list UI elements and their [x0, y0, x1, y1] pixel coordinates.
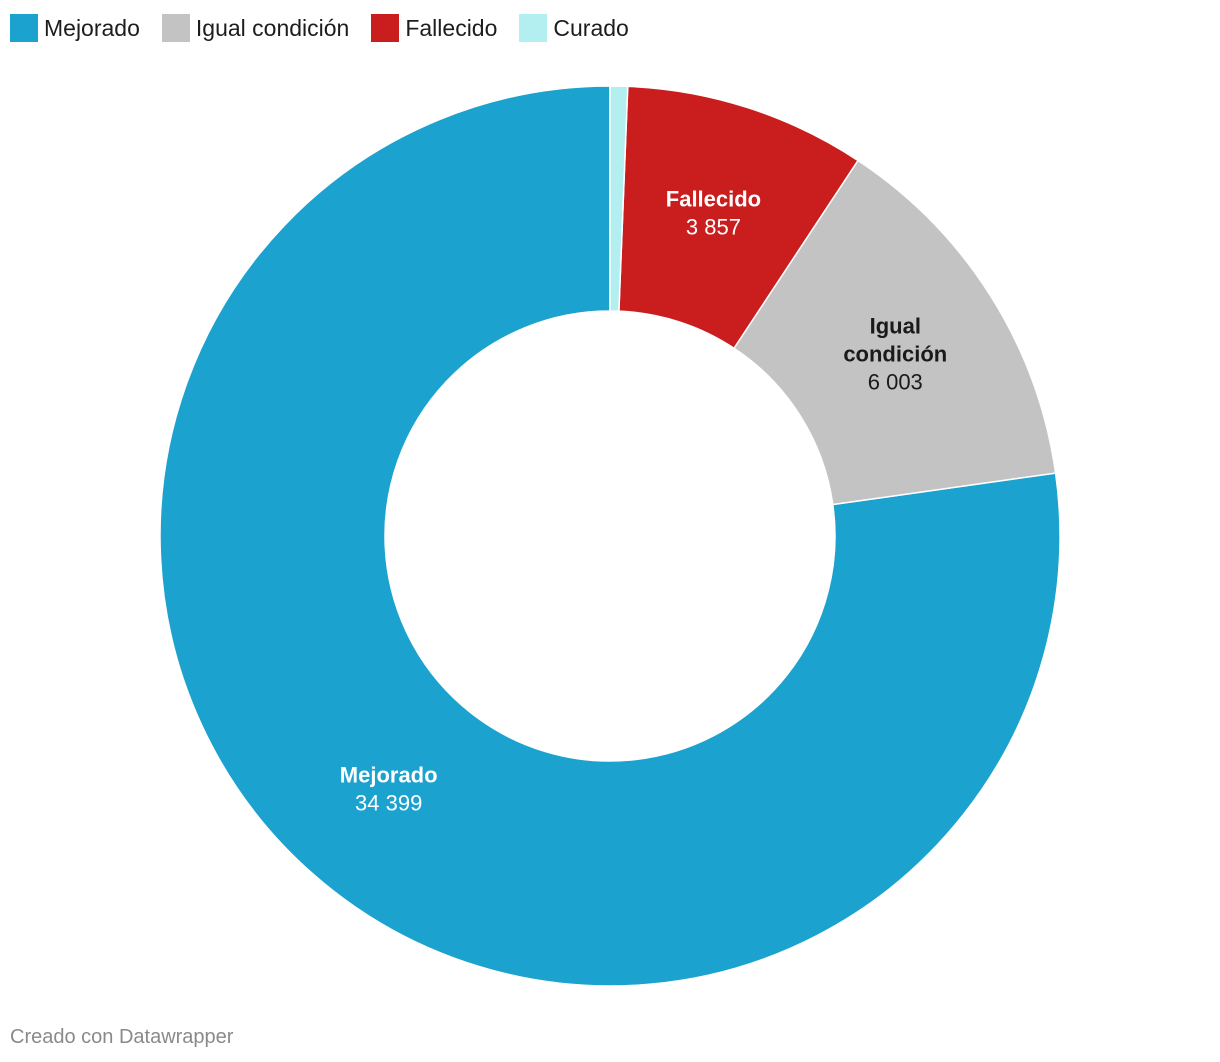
legend-label-curado: Curado	[553, 14, 629, 41]
legend-item-curado: Curado	[519, 14, 629, 42]
slice-value-mejorado: 34 399	[355, 791, 422, 816]
legend-swatch-mejorado	[10, 14, 38, 42]
legend-label-fallecido: Fallecido	[405, 14, 498, 41]
slice-curado	[609, 85, 629, 312]
slice-mejorado	[159, 85, 1061, 987]
slice-value-fallecido: 3 857	[686, 215, 741, 240]
footer-credit: Creado con Datawrapper	[10, 1026, 234, 1048]
legend-item-igual-condicion: Igual condición	[161, 14, 350, 42]
slice-igual-condicion	[732, 159, 1057, 506]
slice-label-name-fallecido: Fallecido	[666, 187, 761, 212]
slice-value-igual-condicion: 6 003	[868, 369, 923, 394]
slice-label-fallecido: Fallecido 3 857	[666, 187, 761, 240]
chart-legend: Mejorado Igual condición Fallecido Curad…	[10, 12, 651, 44]
legend-item-mejorado: Mejorado	[10, 14, 140, 42]
slice-label-igual-condicion: Igual condición 6 003	[843, 313, 947, 394]
slice-label-name-igual-condicion-1: condición	[843, 341, 947, 366]
legend-label-mejorado: Mejorado	[44, 14, 140, 41]
legend-item-fallecido: Fallecido	[371, 14, 497, 42]
legend-swatch-curado	[519, 14, 548, 42]
slice-label-mejorado: Mejorado 34 399	[340, 763, 438, 816]
slice-label-name-igual-condicion-0: Igual	[870, 313, 921, 338]
legend-swatch-fallecido	[371, 14, 400, 42]
legend-label-igual-condicion: Igual condición	[195, 14, 350, 41]
legend-swatch-igual-condicion	[161, 14, 190, 42]
slice-label-name-mejorado: Mejorado	[340, 763, 438, 788]
